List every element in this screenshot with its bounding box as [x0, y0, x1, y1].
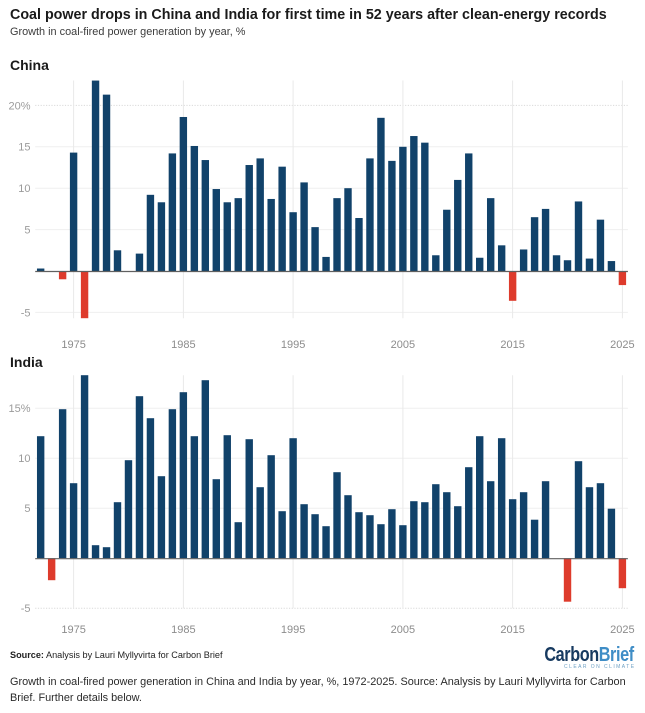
svg-text:5: 5 — [24, 225, 30, 237]
svg-text:2005: 2005 — [391, 339, 415, 351]
svg-text:2005: 2005 — [391, 624, 415, 636]
svg-text:15: 15 — [18, 142, 30, 154]
svg-text:1985: 1985 — [171, 624, 195, 636]
svg-text:5: 5 — [24, 503, 30, 515]
svg-text:2015: 2015 — [500, 624, 524, 636]
svg-text:1995: 1995 — [281, 339, 305, 351]
svg-text:2025: 2025 — [610, 339, 634, 351]
svg-text:2025: 2025 — [610, 624, 634, 636]
svg-text:2015: 2015 — [500, 339, 524, 351]
svg-text:1975: 1975 — [61, 624, 85, 636]
svg-text:15%: 15% — [8, 403, 30, 415]
svg-text:-5: -5 — [21, 603, 31, 615]
svg-text:1995: 1995 — [281, 624, 305, 636]
svg-text:10: 10 — [18, 453, 30, 465]
svg-text:1975: 1975 — [61, 339, 85, 351]
svg-text:10: 10 — [18, 183, 30, 195]
svg-text:-5: -5 — [21, 307, 31, 319]
svg-text:1985: 1985 — [171, 339, 195, 351]
svg-text:20%: 20% — [8, 100, 30, 112]
